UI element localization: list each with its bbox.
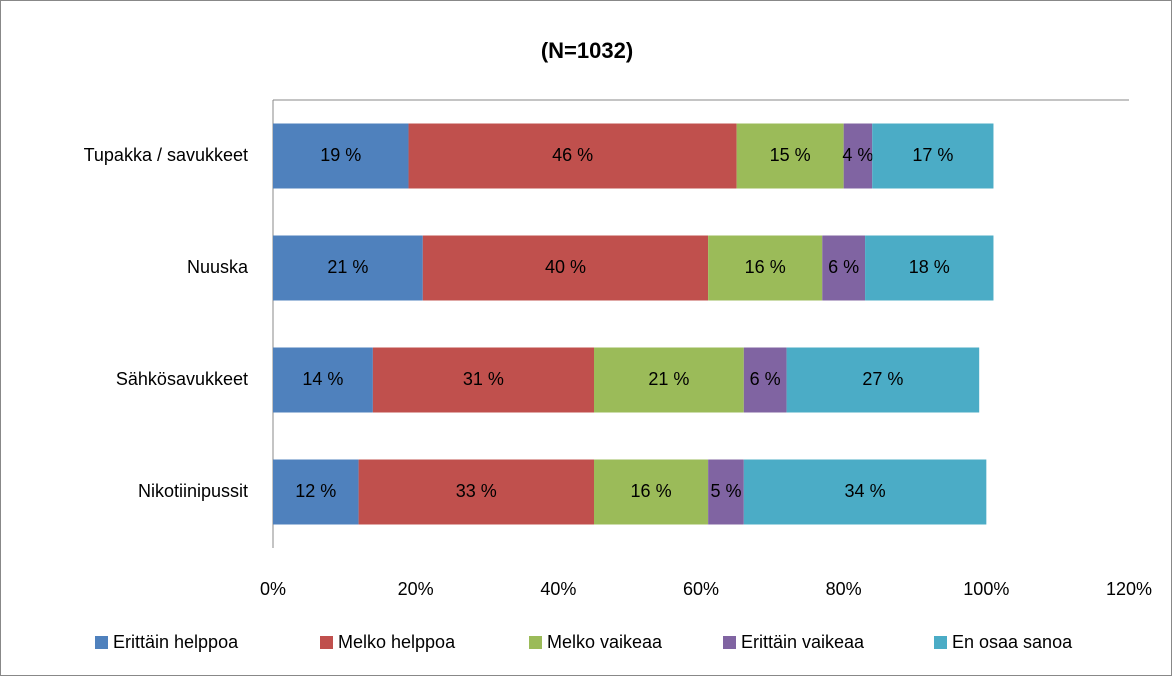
bar-segment: [865, 235, 994, 301]
bar-segment: [736, 123, 844, 189]
bar-segment: [822, 235, 866, 301]
x-tick-label: 60%: [683, 579, 719, 599]
data-label: 6 %: [828, 257, 859, 277]
data-label: 14 %: [302, 369, 343, 389]
bar-segment: [372, 347, 594, 413]
x-tick-label: 120%: [1106, 579, 1152, 599]
data-label: 33 %: [456, 481, 497, 501]
bar-segment: [872, 123, 994, 189]
legend-label: En osaa sanoa: [952, 632, 1073, 652]
data-label: 40 %: [545, 257, 586, 277]
x-tick-label: 20%: [398, 579, 434, 599]
x-tick-label: 100%: [963, 579, 1009, 599]
bar-segment: [422, 235, 709, 301]
data-label: 6 %: [750, 369, 781, 389]
data-label: 16 %: [745, 257, 786, 277]
data-label: 31 %: [463, 369, 504, 389]
x-tick-label: 40%: [540, 579, 576, 599]
legend-swatch: [95, 636, 108, 649]
legend-swatch: [320, 636, 333, 649]
legend-label: Melko helppoa: [338, 632, 456, 652]
bar-segment: [743, 459, 987, 525]
bar-segment: [358, 459, 594, 525]
y-tick-label: Nikotiinipussit: [138, 481, 248, 501]
legend-label: Erittäin vaikeaa: [741, 632, 865, 652]
data-label: 16 %: [631, 481, 672, 501]
data-label: 15 %: [770, 145, 811, 165]
y-tick-label: Nuuska: [187, 257, 249, 277]
data-label: 19 %: [320, 145, 361, 165]
bar-segment: [708, 459, 744, 525]
y-tick-label: Sähkösavukkeet: [116, 369, 248, 389]
y-tick-label: Tupakka / savukkeet: [84, 145, 248, 165]
legend-swatch: [723, 636, 736, 649]
bar-segment: [708, 235, 823, 301]
data-label: 4 %: [842, 145, 873, 165]
data-label: 21 %: [648, 369, 689, 389]
x-tick-label: 0%: [260, 579, 286, 599]
x-tick-label: 80%: [826, 579, 862, 599]
data-label: 5 %: [710, 481, 741, 501]
data-label: 46 %: [552, 145, 593, 165]
data-label: 17 %: [912, 145, 953, 165]
chart-title: (N=1032): [541, 38, 633, 63]
bar-segment: [594, 347, 744, 413]
legend-label: Erittäin helppoa: [113, 632, 239, 652]
bar-segment: [594, 459, 709, 525]
bar-segment: [843, 123, 873, 189]
bar-segment: [273, 235, 423, 301]
bar-segment: [743, 347, 787, 413]
data-label: 12 %: [295, 481, 336, 501]
bar-segment: [273, 347, 373, 413]
bar-segment: [273, 123, 409, 189]
bar-segment: [273, 459, 359, 525]
legend-swatch: [529, 636, 542, 649]
data-label: 34 %: [845, 481, 886, 501]
bar-segment: [786, 347, 980, 413]
legend-label: Melko vaikeaa: [547, 632, 663, 652]
legend-swatch: [934, 636, 947, 649]
data-label: 27 %: [862, 369, 903, 389]
data-label: 21 %: [327, 257, 368, 277]
bar-segment: [408, 123, 737, 189]
data-label: 18 %: [909, 257, 950, 277]
